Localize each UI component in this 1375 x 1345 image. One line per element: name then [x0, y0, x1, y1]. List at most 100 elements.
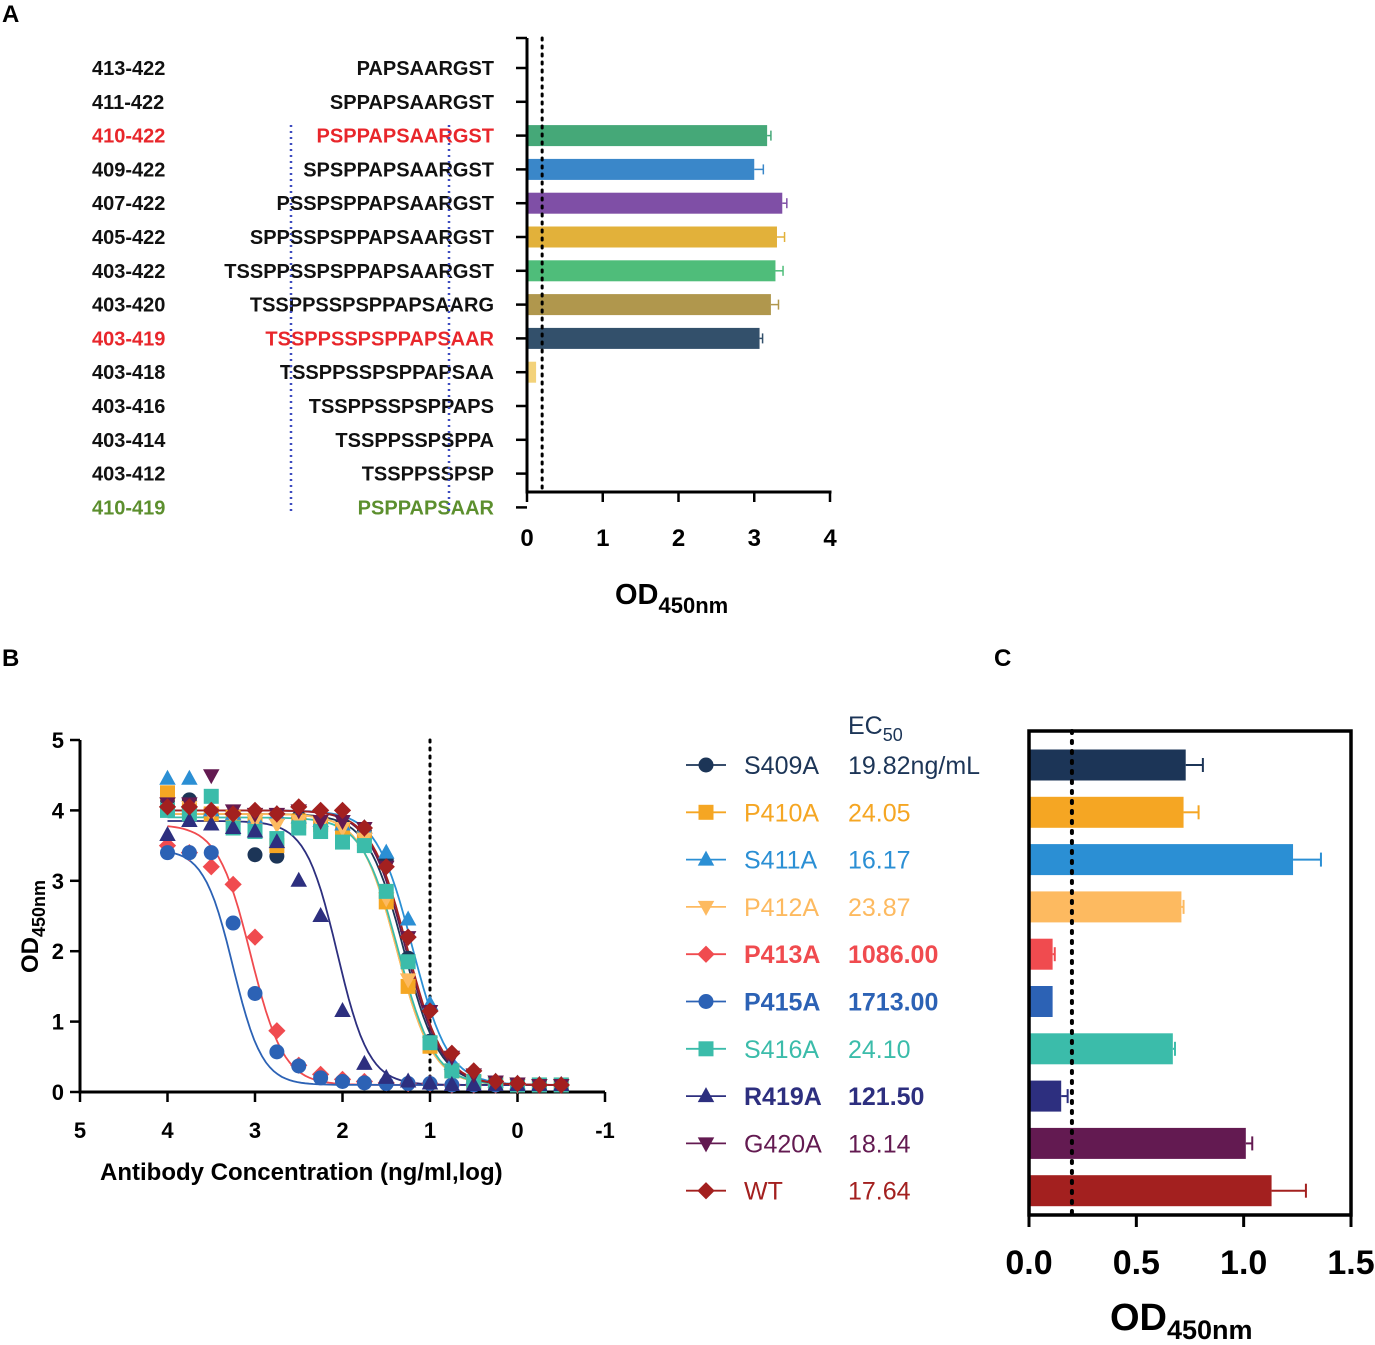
- panel-label-c: C: [994, 645, 1011, 672]
- bar-P413A: [1029, 938, 1053, 970]
- row-range-label: 403-418: [92, 362, 165, 384]
- row-range-label: 409-422: [92, 159, 165, 181]
- bar-S409A: [1029, 749, 1186, 781]
- x-tick-label: 1.0: [1220, 1244, 1267, 1282]
- point-R419A: [378, 1068, 395, 1084]
- point-G420A: [334, 814, 351, 830]
- point-S409A: [247, 847, 263, 863]
- legend-marker-P410A: [698, 804, 714, 820]
- legend-name-P415A: P415A: [744, 989, 820, 1017]
- point-G420A: [312, 814, 329, 830]
- point-S416A: [444, 1063, 460, 1079]
- panel-c-bars: [1029, 749, 1322, 1207]
- legend-marker-WT: [697, 1182, 715, 1200]
- point-S411A: [399, 910, 417, 926]
- legend-name-G420A: G420A: [744, 1130, 822, 1158]
- point-P415A: [181, 845, 197, 861]
- row-sequence-label: PAPSAARGST: [357, 58, 494, 80]
- row-range-label: 403-420: [92, 295, 165, 317]
- bar-403-420: [527, 294, 771, 316]
- bar-407-422: [527, 192, 783, 214]
- point-R419A: [443, 1075, 461, 1091]
- x-tick-label: 0: [520, 525, 533, 552]
- fit-curve-P415A: [167, 850, 562, 1086]
- point-S416A: [291, 820, 307, 836]
- panel-c-bar-chart: 0.0 0.5 1.0 1.5 OD450nm: [1005, 729, 1375, 1345]
- panel-a-bars: [527, 57, 788, 485]
- point-R419A: [159, 826, 176, 842]
- point-P413A: [268, 1022, 286, 1040]
- row-range-label: 403-412: [92, 464, 165, 486]
- legend-marker-S411A: [697, 850, 715, 866]
- row-sequence-label: TSSPPSSPSPPAPS: [309, 396, 494, 418]
- y-tick-label: 3: [52, 869, 64, 894]
- x-tick-label: 1: [596, 525, 609, 552]
- point-P410A: [160, 785, 175, 801]
- fit-curve-R419A: [167, 820, 562, 1086]
- point-R419A: [356, 1054, 373, 1070]
- bar-P415A: [1029, 986, 1053, 1017]
- point-S416A: [203, 788, 219, 804]
- x-tick-label: 5: [74, 1118, 86, 1143]
- point-S416A: [422, 1035, 438, 1051]
- legend-name-P413A: P413A: [744, 941, 820, 969]
- point-P415A: [356, 1075, 372, 1091]
- legend-name-S409A: S409A: [744, 752, 819, 780]
- point-R419A: [268, 833, 286, 849]
- bar-405-422: [527, 226, 777, 248]
- bar-409-422: [527, 158, 755, 180]
- panel-a-row-labels: 413-422 PAPSAARGST 411-422 SPPAPSAARGST 410-…: [92, 58, 495, 519]
- x-tick-label: 1.5: [1327, 1244, 1374, 1282]
- legend-ec50-P415A: 1713.00: [848, 989, 938, 1017]
- point-P413A: [224, 875, 242, 893]
- row-range-label: 403-414: [92, 430, 166, 452]
- row-range-label: 413-422: [92, 58, 165, 80]
- legend-marker-S416A: [698, 1041, 714, 1057]
- point-P415A: [247, 985, 263, 1001]
- point-P415A: [313, 1070, 329, 1086]
- point-WT: [224, 805, 242, 823]
- row-sequence-label: TSSPPSSPSPPAPSAAR: [265, 328, 494, 350]
- bar-403-419: [527, 327, 760, 349]
- bar-P412A: [1029, 891, 1182, 923]
- legend: EC50 S409A 19.82ng/mL P410A 24.05 S411A 16.17…: [686, 712, 980, 1206]
- x-tick-label: 2: [672, 525, 685, 552]
- point-WT: [202, 801, 220, 820]
- point-S411A: [159, 769, 176, 785]
- legend-ec50-S416A: 24.10: [848, 1036, 911, 1064]
- x-tick-label: 4: [161, 1118, 174, 1143]
- point-P413A: [246, 928, 264, 946]
- point-R419A: [421, 1074, 439, 1090]
- x-tick-label: 4: [823, 525, 837, 552]
- point-R419A: [224, 819, 242, 834]
- point-WT: [355, 819, 373, 837]
- bar-403-418: [527, 361, 537, 383]
- panel-b-x-axis-label: Antibody Concentration (ng/ml,log): [100, 1159, 503, 1186]
- row-range-label: 410-422: [92, 126, 165, 148]
- bar-P410A: [1029, 796, 1184, 828]
- legend-marker-S409A: [698, 757, 714, 773]
- legend-header-ec50: EC50: [848, 712, 903, 745]
- bar-R419A: [1029, 1080, 1062, 1112]
- row-sequence-label: TSSPPSSPSP: [362, 464, 494, 486]
- point-WT: [399, 928, 417, 946]
- x-tick-label: 2: [336, 1118, 348, 1143]
- point-P412A: [268, 818, 286, 834]
- panel-a-bar-chart: 413-422 PAPSAARGST 411-422 SPPAPSAARGST 410-…: [92, 36, 837, 618]
- point-WT: [377, 858, 395, 876]
- row-range-label: 410-419: [92, 497, 165, 519]
- panel-b-dose-response-chart: 0 1 2 3 4 5 5 4 3 2 1 0 -1 Antibody Concentration (n…: [17, 728, 615, 1186]
- x-tick-label: 0.5: [1113, 1244, 1160, 1282]
- y-tick-label: 2: [52, 939, 64, 964]
- point-WT: [246, 801, 264, 820]
- legend-ec50-P413A: 1086.00: [848, 941, 938, 969]
- point-WT: [443, 1044, 461, 1062]
- bar-WT: [1029, 1175, 1272, 1207]
- legend-name-WT: WT: [744, 1178, 783, 1206]
- point-S416A: [400, 954, 416, 970]
- x-tick-label: 3: [748, 525, 761, 552]
- row-sequence-label: SPSPPAPSAARGST: [303, 159, 494, 181]
- legend-name-S411A: S411A: [744, 847, 818, 875]
- panel-label-b: B: [2, 645, 19, 672]
- row-sequence-label: PSPPAPSAARGST: [317, 126, 494, 148]
